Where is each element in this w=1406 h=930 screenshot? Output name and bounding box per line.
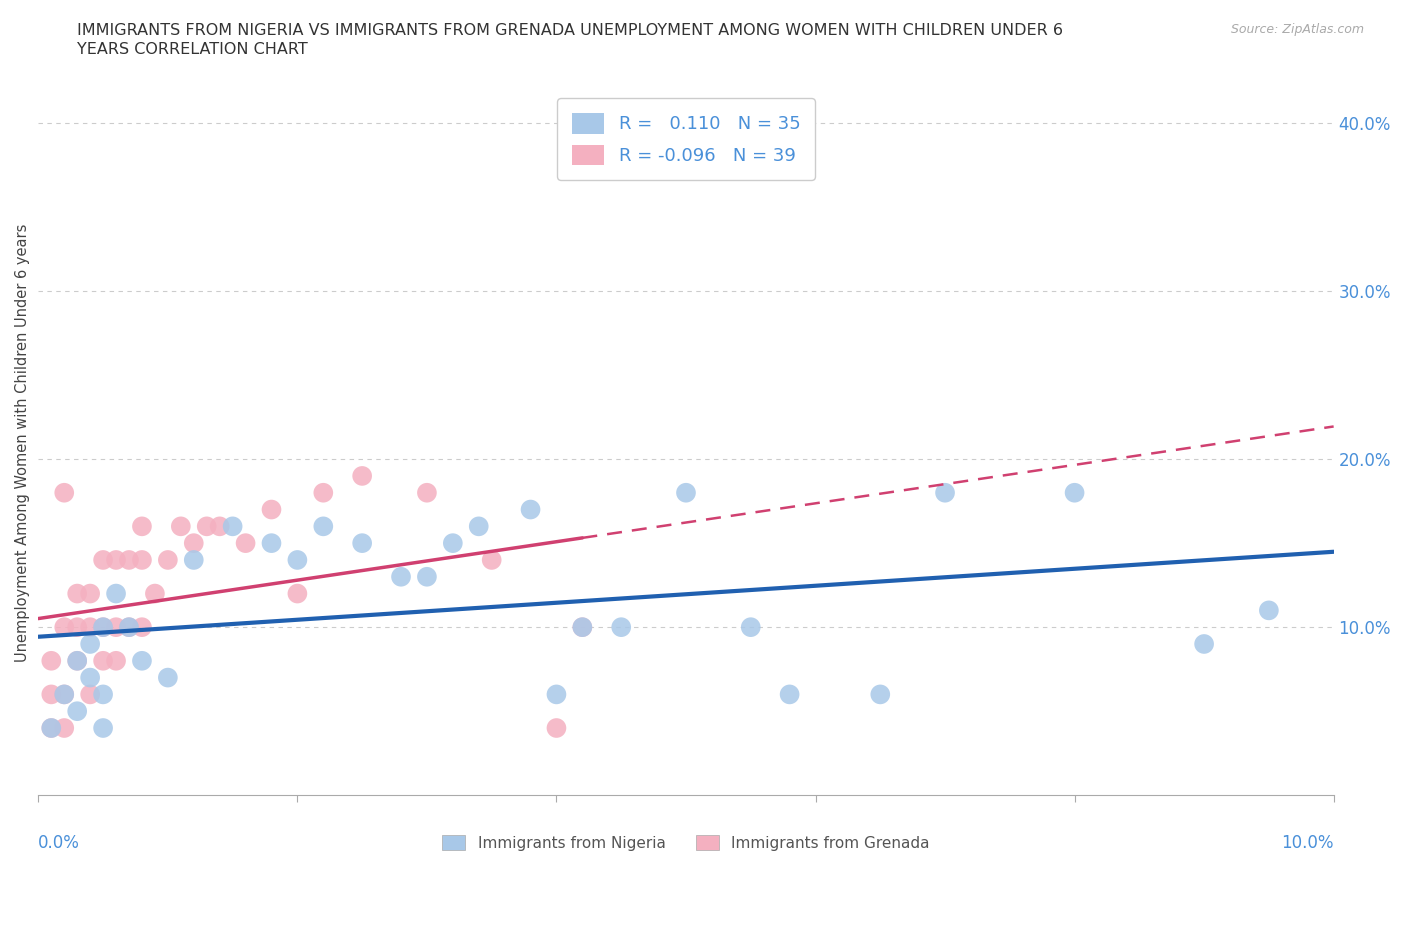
- Point: [546, 687, 568, 702]
- Point: [183, 552, 205, 567]
- Point: [131, 519, 153, 534]
- Point: [481, 552, 503, 567]
- Point: [131, 552, 153, 567]
- Point: [519, 502, 541, 517]
- Point: [571, 619, 593, 634]
- Point: [352, 536, 374, 551]
- Point: [156, 671, 179, 685]
- Point: [53, 687, 76, 702]
- Point: [105, 619, 128, 634]
- Point: [66, 586, 89, 601]
- Point: [91, 619, 114, 634]
- Point: [221, 519, 243, 534]
- Point: [91, 687, 114, 702]
- Point: [118, 619, 141, 634]
- Y-axis label: Unemployment Among Women with Children Under 6 years: Unemployment Among Women with Children U…: [15, 223, 30, 661]
- Point: [53, 721, 76, 736]
- Point: [66, 654, 89, 669]
- Point: [287, 552, 309, 567]
- Point: [79, 636, 101, 651]
- Point: [53, 485, 76, 500]
- Point: [1257, 603, 1279, 618]
- Point: [66, 619, 89, 634]
- Point: [118, 552, 141, 567]
- Point: [91, 619, 114, 634]
- Point: [260, 502, 283, 517]
- Point: [91, 552, 114, 567]
- Point: [131, 619, 153, 634]
- Point: [156, 552, 179, 567]
- Point: [312, 485, 335, 500]
- Point: [105, 586, 128, 601]
- Point: [389, 569, 412, 584]
- Point: [610, 619, 633, 634]
- Point: [39, 721, 62, 736]
- Point: [79, 586, 101, 601]
- Point: [287, 586, 309, 601]
- Point: [352, 469, 374, 484]
- Point: [869, 687, 891, 702]
- Point: [195, 519, 218, 534]
- Point: [131, 654, 153, 669]
- Point: [740, 619, 762, 634]
- Point: [208, 519, 231, 534]
- Point: [143, 586, 166, 601]
- Point: [79, 687, 101, 702]
- Point: [39, 654, 62, 669]
- Point: [260, 536, 283, 551]
- Point: [105, 654, 128, 669]
- Point: [416, 569, 439, 584]
- Point: [105, 552, 128, 567]
- Point: [79, 619, 101, 634]
- Point: [779, 687, 801, 702]
- Point: [467, 519, 489, 534]
- Point: [441, 536, 464, 551]
- Point: [170, 519, 193, 534]
- Point: [934, 485, 956, 500]
- Point: [39, 721, 62, 736]
- Point: [91, 654, 114, 669]
- Point: [183, 536, 205, 551]
- Point: [66, 654, 89, 669]
- Text: IMMIGRANTS FROM NIGERIA VS IMMIGRANTS FROM GRENADA UNEMPLOYMENT AMONG WOMEN WITH: IMMIGRANTS FROM NIGERIA VS IMMIGRANTS FR…: [77, 23, 1063, 38]
- Point: [53, 687, 76, 702]
- Text: 0.0%: 0.0%: [38, 834, 80, 852]
- Point: [53, 619, 76, 634]
- Point: [91, 721, 114, 736]
- Point: [39, 687, 62, 702]
- Point: [571, 619, 593, 634]
- Point: [312, 519, 335, 534]
- Point: [118, 619, 141, 634]
- Point: [675, 485, 697, 500]
- Text: YEARS CORRELATION CHART: YEARS CORRELATION CHART: [77, 42, 308, 57]
- Point: [79, 671, 101, 685]
- Text: 10.0%: 10.0%: [1281, 834, 1334, 852]
- Legend: Immigrants from Nigeria, Immigrants from Grenada: Immigrants from Nigeria, Immigrants from…: [434, 827, 938, 858]
- Point: [66, 704, 89, 719]
- Point: [546, 721, 568, 736]
- Point: [1192, 636, 1215, 651]
- Text: Source: ZipAtlas.com: Source: ZipAtlas.com: [1230, 23, 1364, 36]
- Point: [416, 485, 439, 500]
- Point: [235, 536, 257, 551]
- Point: [1063, 485, 1085, 500]
